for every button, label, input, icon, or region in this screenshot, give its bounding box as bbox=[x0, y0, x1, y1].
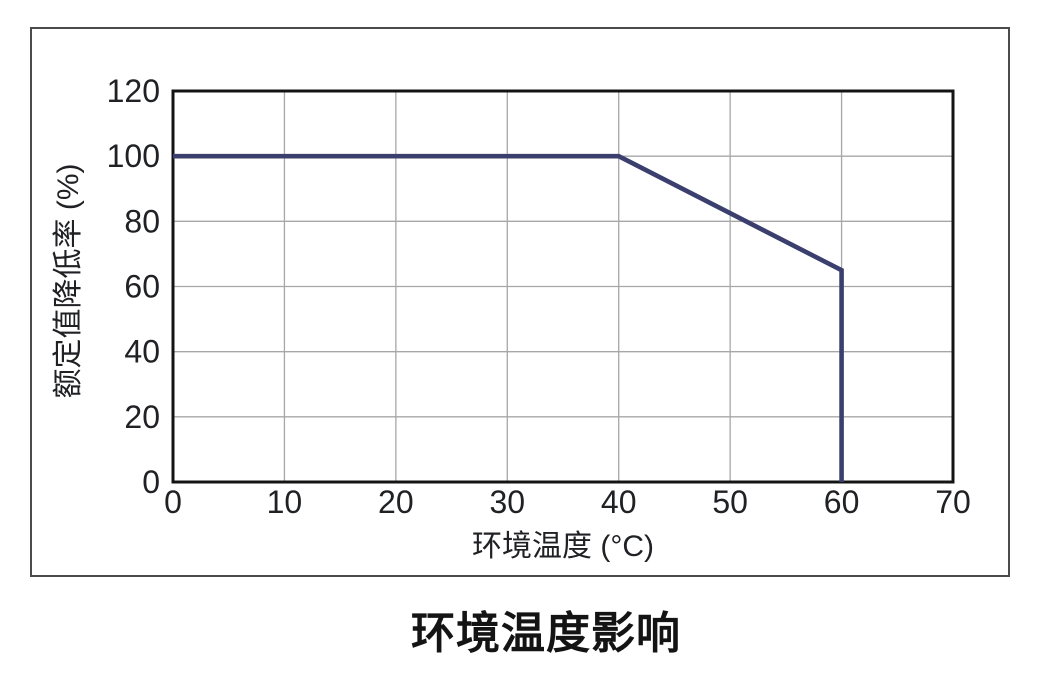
derating-chart: 0 10 20 30 40 50 60 70 0 20 40 60 80 100 120 bbox=[107, 73, 971, 520]
x-tick-label: 10 bbox=[267, 484, 303, 520]
x-tick-label: 0 bbox=[164, 484, 182, 520]
x-tick-label: 20 bbox=[378, 484, 414, 520]
y-tick-label: 80 bbox=[124, 203, 160, 239]
y-tick-label: 0 bbox=[142, 464, 160, 500]
plot-frame bbox=[171, 89, 955, 484]
x-axis-label: 环境温度 (°C) bbox=[472, 530, 654, 563]
y-tick-label: 40 bbox=[124, 334, 160, 370]
y-tick-label: 100 bbox=[107, 138, 160, 174]
x-tick-label: 50 bbox=[712, 484, 748, 520]
x-tick-label: 40 bbox=[601, 484, 637, 520]
y-tick-label: 20 bbox=[124, 399, 160, 435]
x-tick-label: 30 bbox=[489, 484, 525, 520]
y-axis-label: 额定值降低率 (%) bbox=[52, 163, 85, 399]
x-tick-label: 60 bbox=[824, 484, 860, 520]
x-tick-label: 70 bbox=[935, 484, 971, 520]
y-tick-label: 120 bbox=[107, 73, 160, 109]
chart-title: 环境温度影响 bbox=[411, 609, 681, 658]
chart-panel: 0 10 20 30 40 50 60 70 0 20 40 60 80 100 120 额定值降低率 (%… bbox=[30, 27, 1010, 577]
y-tick-label: 60 bbox=[124, 269, 160, 305]
series-derating-curve bbox=[173, 153, 844, 482]
